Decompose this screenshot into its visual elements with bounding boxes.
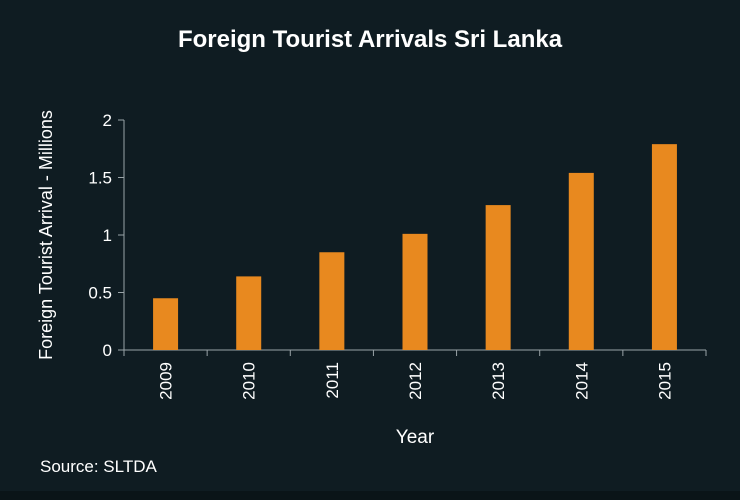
x-tick-label: 2012 — [406, 362, 425, 400]
y-axis-title: Foreign Tourist Arrival - Millions — [36, 110, 56, 360]
y-tick-label: 1 — [103, 226, 112, 245]
x-tick-label: 2014 — [572, 362, 591, 400]
x-tick-label: 2015 — [655, 362, 674, 400]
x-tick-label: 2013 — [489, 362, 508, 400]
bar-2011 — [319, 252, 345, 350]
bar-2013 — [485, 205, 511, 350]
bar-2012 — [402, 233, 428, 350]
chart-title: Foreign Tourist Arrivals Sri Lanka — [177, 26, 563, 53]
x-tick-label: 2009 — [157, 362, 176, 400]
bar-2014 — [568, 172, 594, 350]
bar-2010 — [236, 276, 262, 350]
y-tick-label: 0.5 — [88, 284, 112, 303]
x-axis-title: Year — [396, 427, 435, 448]
source-note: Source: SLTDA — [40, 457, 157, 476]
y-tick-label: 1.5 — [88, 169, 112, 188]
y-tick-label: 2 — [103, 111, 112, 130]
bar-2015 — [651, 144, 677, 350]
bottom-strip — [0, 491, 740, 500]
x-tick-label: 2011 — [323, 362, 342, 399]
y-tick-label: 0 — [103, 341, 112, 360]
bar-2009 — [153, 298, 179, 350]
x-tick-label: 2010 — [240, 362, 259, 400]
